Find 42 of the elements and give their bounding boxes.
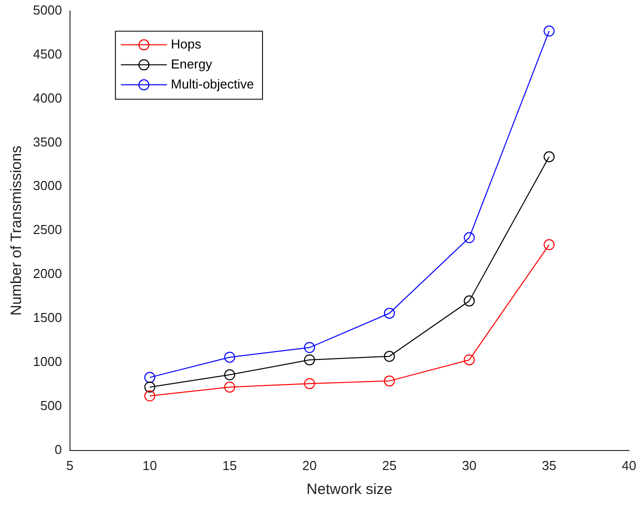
- legend-label: Hops: [170, 36, 202, 52]
- point: [384, 375, 395, 386]
- y-tick-label: 4000: [33, 90, 62, 106]
- point: [144, 372, 156, 383]
- y-tick-label: 0: [54, 442, 62, 457]
- point: [224, 382, 236, 393]
- y-axis-title: Number of Transmissions: [8, 146, 26, 316]
- point: [544, 239, 555, 250]
- y-tick-label: 1000: [33, 354, 62, 370]
- legend-label: Multi-objective: [170, 76, 254, 92]
- y-tick-label: 1500: [33, 310, 62, 326]
- y-tick-label: 2500: [33, 222, 62, 238]
- point: [304, 354, 316, 366]
- point: [224, 369, 236, 380]
- x-tick-label: 15: [222, 458, 237, 473]
- point: [144, 382, 156, 393]
- x-tick-label: 20: [302, 458, 317, 473]
- point: [464, 232, 475, 244]
- legend-label: Energy: [170, 56, 213, 72]
- y-tick-label: 3500: [33, 134, 62, 150]
- point: [464, 295, 475, 306]
- y-tick-label: 500: [40, 398, 62, 414]
- point: [224, 352, 236, 363]
- x-tick-label: 30: [462, 458, 476, 473]
- x-tick-label: 25: [382, 458, 397, 473]
- x-tick-label: 10: [142, 458, 158, 473]
- y-tick-label: 2000: [33, 266, 62, 282]
- x-tick-label: 40: [622, 458, 636, 473]
- y-tick-label: 5000: [33, 2, 62, 18]
- point: [544, 26, 555, 37]
- point: [304, 378, 316, 390]
- point: [544, 151, 555, 162]
- point: [304, 342, 316, 354]
- point: [384, 308, 395, 319]
- point: [384, 350, 395, 362]
- x-axis-title: Network size: [306, 481, 392, 498]
- point: [144, 390, 156, 402]
- point: [464, 354, 475, 366]
- y-tick-label: 3000: [33, 178, 62, 194]
- y-tick-label: 4500: [33, 46, 62, 62]
- x-tick-label: 5: [66, 458, 74, 473]
- x-tick-label: 35: [542, 458, 556, 473]
